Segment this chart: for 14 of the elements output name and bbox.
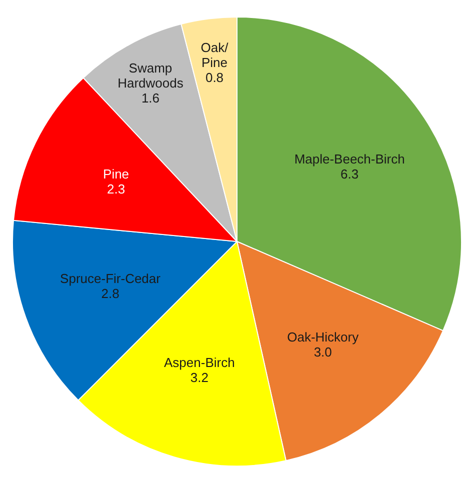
slice-label: Pine: [103, 166, 130, 182]
data-label: 0.8: [205, 70, 224, 85]
data-label: 2.8: [101, 286, 120, 302]
data-label: 2.3: [106, 181, 126, 196]
data-label: 3.0: [314, 344, 332, 360]
slice-label: Swamp Hardwoods: [118, 60, 184, 91]
slice-label: Spruce-Fir-Cedar: [60, 271, 162, 286]
data-label: 6.3: [340, 166, 359, 182]
slice-label: Oak/Pine: [200, 40, 229, 70]
slice-label: Aspen-Birch: [164, 354, 235, 370]
data-label: 1.6: [141, 90, 160, 106]
data-label: 3.2: [190, 370, 208, 385]
slice-label: Maple-Beech-Birch: [294, 152, 405, 167]
slice-label: Oak-Hickory: [287, 329, 360, 344]
